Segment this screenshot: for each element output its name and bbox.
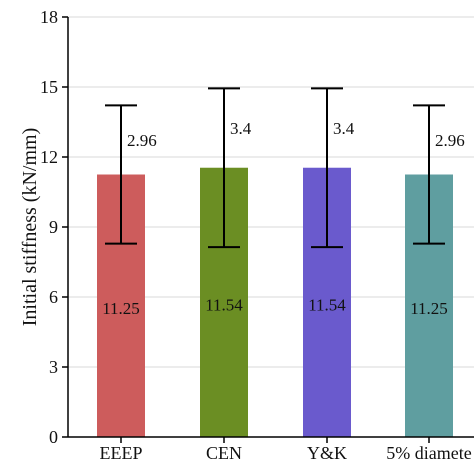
y-tick-label: 9 <box>49 217 58 237</box>
x-tick-label: Y&K <box>307 443 347 463</box>
value-label: 11.54 <box>205 295 243 314</box>
value-label: 11.54 <box>308 295 346 314</box>
x-tick-label: EEEP <box>100 443 143 463</box>
y-axis-label: Initial stiffness (kN/mm) <box>19 128 41 327</box>
y-tick-label: 6 <box>49 287 58 307</box>
y-tick-label: 3 <box>49 357 58 377</box>
bars <box>97 167 453 437</box>
error-bars <box>105 87 445 249</box>
y-tick-label: 12 <box>40 147 58 167</box>
x-tick-label: 5% diamete <box>386 443 471 463</box>
labels: 0 3 6 9 12 15 18 11.25 2.96 EEEP 11.54 3.4 CEN 11.54 3… <box>40 7 472 463</box>
axes <box>62 16 474 443</box>
value-label: 11.25 <box>102 299 140 318</box>
x-tick-label: CEN <box>206 443 242 463</box>
error-label: 3.4 <box>230 119 252 138</box>
y-tick-label: 0 <box>49 427 58 447</box>
value-label: 11.25 <box>410 299 448 318</box>
error-label: 2.96 <box>127 131 157 150</box>
error-label: 3.4 <box>333 119 355 138</box>
y-tick-label: 18 <box>40 7 58 27</box>
error-label: 2.96 <box>435 131 465 150</box>
y-tick-label: 15 <box>40 77 58 97</box>
